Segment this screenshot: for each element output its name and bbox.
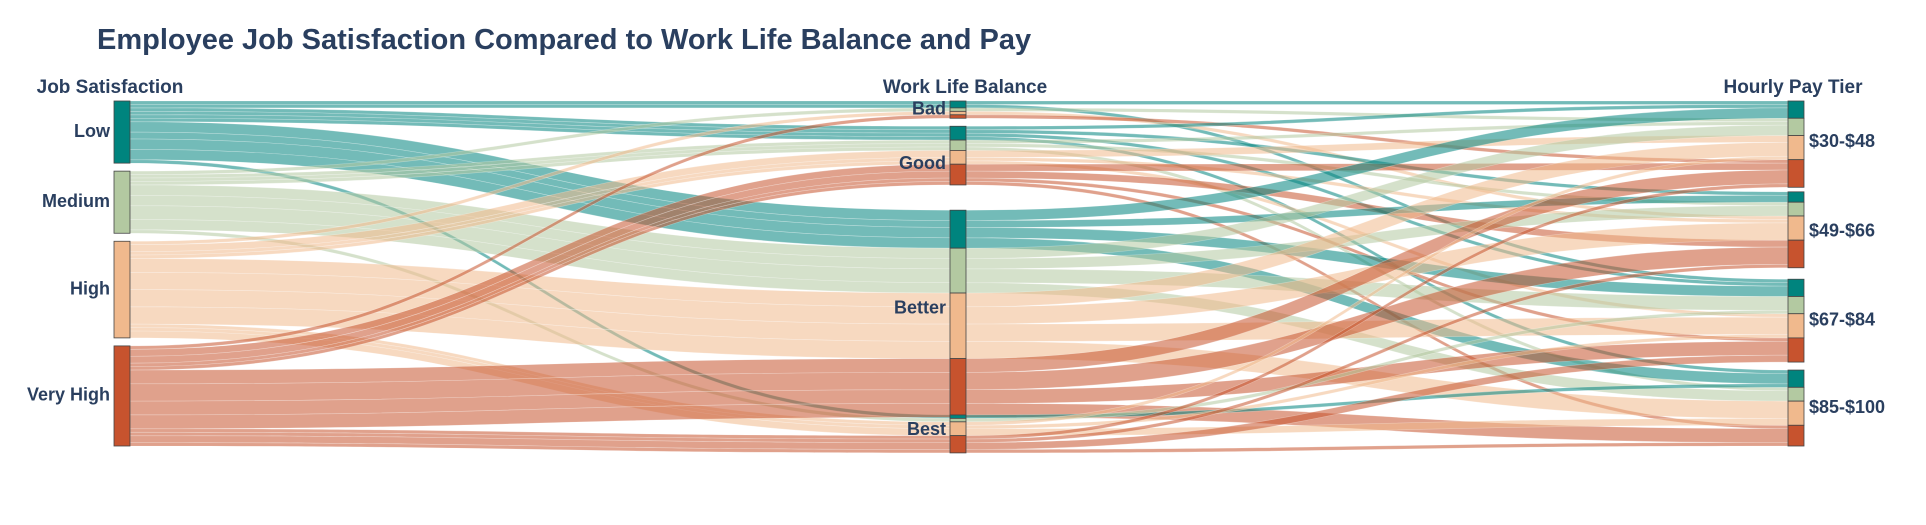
category-bar-segment[interactable]	[1787, 337, 1805, 363]
category-bars-layer	[113, 100, 1805, 454]
category-bar-segment[interactable]	[1787, 215, 1805, 241]
category-bar-segment[interactable]	[1787, 296, 1805, 315]
category-bar-segment[interactable]	[949, 150, 967, 165]
category-bar-segment[interactable]	[1787, 135, 1805, 161]
category-bar-segment[interactable]	[949, 417, 967, 423]
category-bar-segment[interactable]	[949, 125, 967, 141]
category-bar-segment[interactable]	[113, 240, 131, 339]
dimension-label: Hourly Pay Tier	[1723, 77, 1863, 98]
category-bar-segment[interactable]	[949, 414, 967, 419]
category-bar-segment[interactable]	[1787, 400, 1805, 426]
category-label: Good	[899, 153, 946, 173]
category-label: $85-$100	[1809, 397, 1885, 417]
category-bar-segment[interactable]	[949, 292, 967, 360]
category-bar-segment[interactable]	[1787, 239, 1805, 269]
category-bar-segment[interactable]	[949, 209, 967, 249]
category-label: $30-$48	[1809, 131, 1875, 151]
category-bar-segment[interactable]	[1787, 424, 1805, 447]
category-bar-segment[interactable]	[949, 114, 967, 119]
category-label: $67-$84	[1809, 309, 1875, 329]
category-bar-segment[interactable]	[949, 107, 967, 112]
category-bar-segment[interactable]	[1787, 369, 1805, 388]
category-label: Very High	[27, 385, 110, 405]
dimension-label: Job Satisfaction	[37, 77, 184, 98]
category-bar-segment[interactable]	[1787, 191, 1805, 203]
category-bar-segment[interactable]	[949, 139, 967, 151]
category-bar-segment[interactable]	[1787, 117, 1805, 136]
category-label: $49-$66	[1809, 220, 1875, 240]
category-bar-segment[interactable]	[949, 247, 967, 294]
ribbon-js-wlb	[129, 104, 951, 109]
chart-title: Employee Job Satisfaction Compared to Wo…	[97, 24, 1031, 56]
category-bar-segment[interactable]	[1787, 278, 1805, 297]
labels-layer: Job Satisfaction Work Life Balance Hourly …	[27, 77, 1885, 439]
category-bar-segment[interactable]	[113, 345, 131, 447]
category-label: High	[70, 278, 110, 298]
category-bar-segment[interactable]	[1787, 201, 1805, 217]
category-bar-segment[interactable]	[949, 110, 967, 116]
category-bar-segment[interactable]	[949, 100, 967, 109]
dimension-label: Work Life Balance	[883, 77, 1047, 98]
ribbon-wlb-pay	[965, 100, 1789, 105]
category-bar-segment[interactable]	[949, 163, 967, 186]
category-bar-segment[interactable]	[1787, 313, 1805, 339]
category-bar-segment[interactable]	[1787, 100, 1805, 119]
category-label: Medium	[42, 191, 110, 211]
category-bar-segment[interactable]	[949, 435, 967, 454]
ribbons-layer	[129, 100, 1789, 454]
category-label: Bad	[912, 98, 946, 118]
ribbon-js-wlb	[129, 100, 951, 105]
category-label: Better	[894, 297, 946, 317]
category-bar-segment[interactable]	[949, 421, 967, 437]
category-bar-segment[interactable]	[949, 358, 967, 418]
category-bar-segment[interactable]	[113, 170, 131, 234]
category-label: Best	[907, 419, 946, 439]
category-bar-segment[interactable]	[113, 100, 131, 164]
category-bar-segment[interactable]	[1787, 159, 1805, 188]
category-label: Low	[74, 121, 111, 141]
category-bar-segment[interactable]	[1787, 386, 1805, 402]
